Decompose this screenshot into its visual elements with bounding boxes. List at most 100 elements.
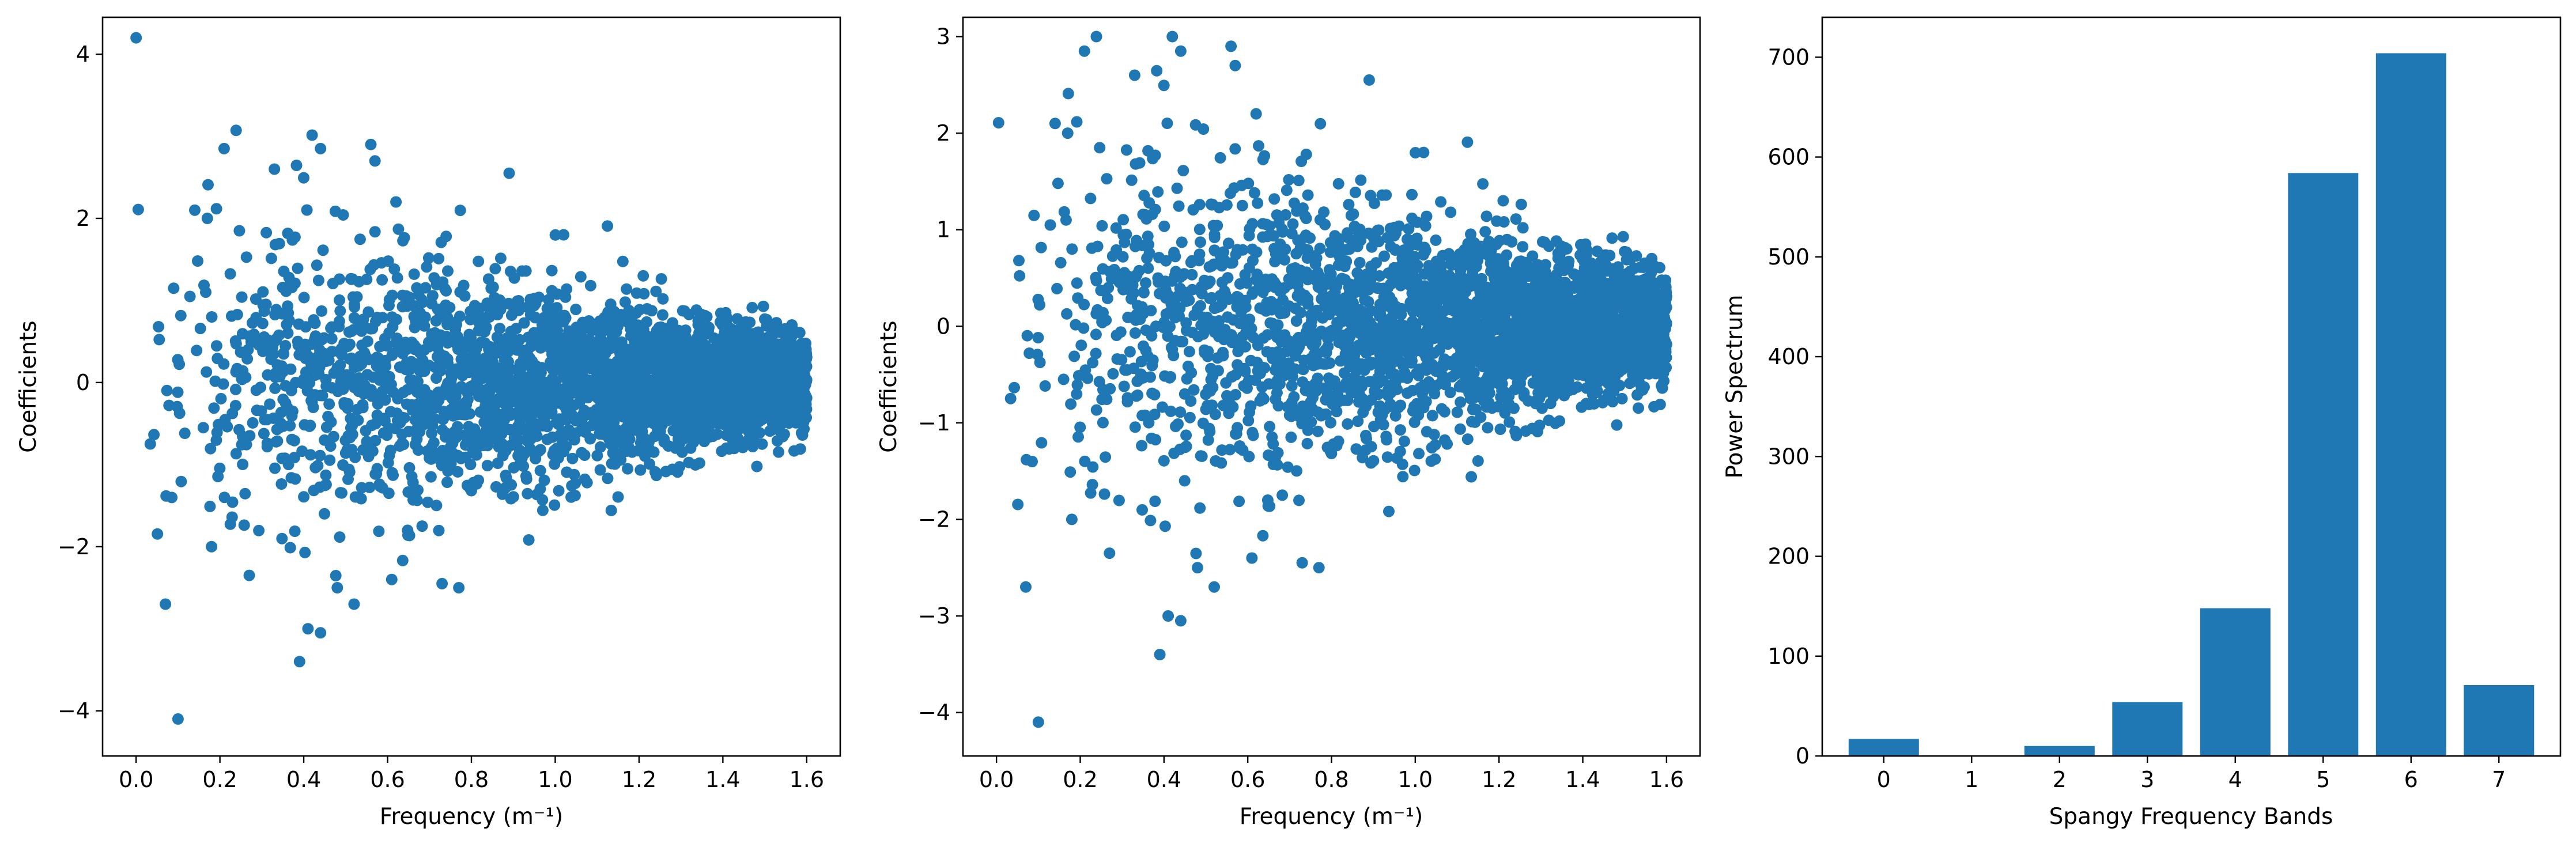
scatter-point (426, 427, 438, 439)
scatter-point (464, 408, 475, 420)
scatter-point (1100, 451, 1112, 463)
scatter-point (189, 204, 201, 216)
scatter-point (408, 268, 420, 280)
scatter-point (197, 422, 209, 434)
scatter-point (1190, 547, 1202, 559)
scatter-point (432, 342, 444, 354)
scatter-point (428, 437, 440, 449)
scatter-point (218, 491, 231, 504)
scatter-point (558, 371, 569, 383)
scatter-point (320, 469, 332, 481)
scatter-point (1086, 242, 1098, 254)
scatter-point (264, 398, 276, 410)
scatter-point (549, 499, 561, 511)
scatter-point (173, 358, 186, 370)
scatter-point (1012, 498, 1024, 511)
scatter-point (1074, 421, 1086, 433)
scatter-point (201, 213, 213, 224)
scatter-point (446, 392, 458, 404)
scatter-point (173, 407, 186, 419)
scatter-point (331, 582, 343, 593)
scatter-point (1142, 262, 1154, 274)
scatter-point (284, 542, 296, 554)
scatter-point (558, 229, 569, 241)
scatter-point (1301, 380, 1313, 392)
scatter-point (386, 573, 398, 585)
scatter-point (379, 354, 391, 366)
scatter-point (348, 312, 360, 324)
scatter-point (1295, 156, 1308, 167)
scatter-point (500, 482, 512, 494)
scatter-point (413, 289, 425, 301)
scatter-point (1352, 415, 1364, 428)
scatter-point (1171, 182, 1183, 194)
scatter-point (1120, 144, 1132, 156)
scatter-point (1188, 384, 1200, 396)
scatter-point (717, 358, 730, 370)
scatter-point (1051, 282, 1063, 294)
scatter-point (777, 430, 789, 443)
scatter-point (410, 381, 422, 394)
scatter-point (1182, 360, 1194, 372)
scatter-point (390, 196, 402, 208)
scatter-point (238, 519, 250, 531)
scatter-point (1194, 502, 1206, 514)
scatter-point (1285, 431, 1297, 443)
scatter-point (296, 445, 308, 457)
scatter-point (430, 315, 442, 327)
scatter-point (440, 285, 452, 297)
x-tick-label: 0.4 (286, 767, 321, 792)
scatter-point (168, 282, 180, 294)
scatter-point (1146, 330, 1158, 342)
x-tick-label: 1.0 (538, 767, 572, 792)
scatter-point (461, 433, 473, 445)
scatter-point (1039, 380, 1051, 392)
scatter-point (530, 297, 542, 309)
scatter-point (1118, 380, 1130, 392)
scatter-point (1302, 189, 1314, 201)
scatter-point (1101, 173, 1113, 185)
scatter-point (369, 434, 382, 447)
scatter-point (1131, 269, 1143, 281)
scatter-point (769, 404, 781, 417)
scatter-point (267, 348, 279, 360)
scatter-point (258, 305, 270, 317)
scatter-point (792, 405, 804, 417)
scatter-point (455, 381, 467, 393)
scatter-point (679, 324, 692, 336)
scatter-point (602, 472, 614, 485)
scatter-point (522, 344, 534, 356)
scatter-point (281, 319, 293, 331)
scatter-point (1216, 277, 1228, 289)
y-tick-label: 2 (76, 206, 90, 231)
scatter-point (534, 464, 546, 477)
scatter-point (473, 255, 485, 267)
scatter-point (708, 332, 720, 344)
scatter-point (1064, 466, 1077, 478)
scatter-point (479, 337, 491, 349)
scatter-point (356, 339, 368, 351)
scatter-point (391, 272, 403, 284)
scatter-point (722, 379, 734, 391)
scatter-point (244, 430, 256, 442)
scatter-point (800, 343, 812, 355)
scatter-point (337, 209, 349, 221)
scatter-point (696, 367, 708, 379)
scatter-point (396, 289, 409, 301)
scatter-point (253, 339, 265, 351)
scatter-point (1185, 395, 1197, 407)
scatter-point (1124, 346, 1136, 358)
scatter-point (1236, 199, 1248, 211)
scatter-point (422, 252, 435, 264)
scatter-point (634, 364, 647, 376)
scatter-point (1211, 301, 1223, 313)
scatter-point (217, 378, 229, 390)
scatter-point (594, 441, 606, 453)
scatter-point (756, 438, 768, 450)
scatter-point (711, 383, 723, 395)
scatter-point (602, 312, 614, 324)
scatter-point (597, 376, 609, 388)
scatter-point (1149, 496, 1161, 507)
scatter-point (492, 457, 504, 469)
scatter-point (323, 398, 335, 410)
